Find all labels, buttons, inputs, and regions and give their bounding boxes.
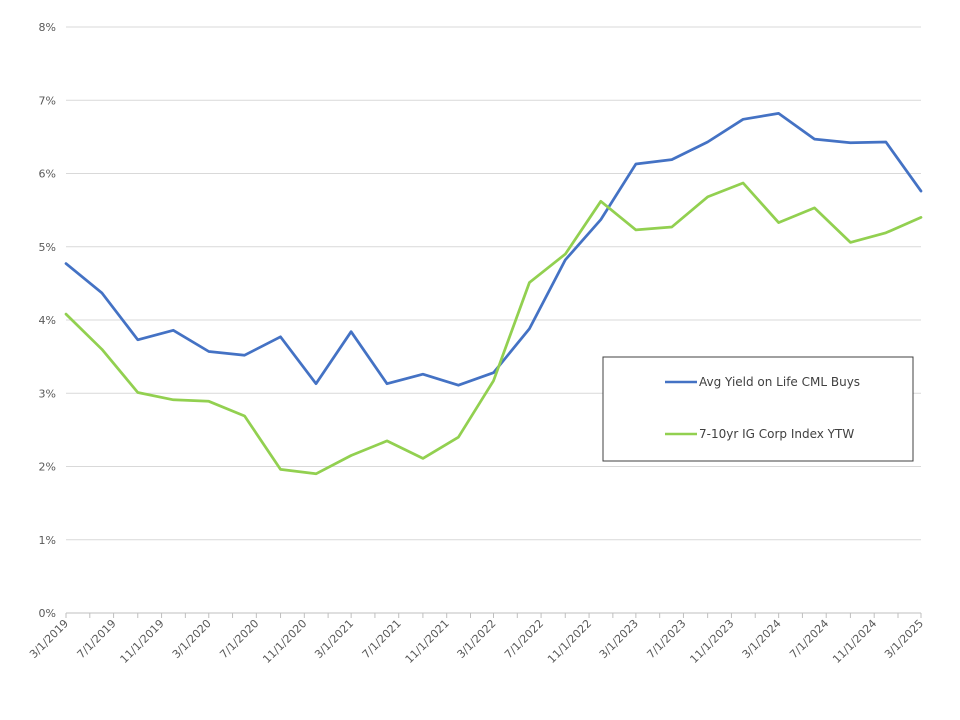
y-tick-label: 2% (39, 461, 56, 474)
y-axis: 0% 1% 2% 3% 4% 5% 6% 7% 8% (39, 21, 56, 620)
x-tick-label: 3/1/2025 (882, 617, 926, 661)
y-tick-label: 6% (39, 168, 56, 181)
series-lines (64, 112, 923, 476)
legend-box (602, 356, 914, 462)
series-line-cml-yield (64, 112, 923, 387)
y-tick-label: 8% (39, 21, 56, 34)
y-tick-label: 7% (39, 94, 56, 107)
y-tick-label: 0% (39, 607, 56, 620)
x-tick-label: 7/1/2023 (644, 617, 688, 661)
y-tick-label: 4% (39, 314, 56, 327)
x-tick-label: 11/1/2021 (403, 617, 452, 666)
y-tick-label: 1% (39, 534, 56, 547)
x-tick-label: 3/1/2024 (740, 617, 784, 661)
x-tick-label: 7/1/2019 (75, 617, 119, 661)
x-tick-label: 3/1/2021 (312, 617, 356, 661)
x-tick-label: 11/1/2020 (260, 617, 309, 666)
x-tick-label: 11/1/2022 (545, 617, 594, 666)
x-tick-label: 11/1/2023 (687, 617, 736, 666)
x-tick-label: 3/1/2023 (597, 617, 641, 661)
legend-label-cml-yield: Avg Yield on Life CML Buys (699, 375, 860, 389)
y-tick-label: 3% (39, 387, 56, 400)
x-tick-label: 3/1/2022 (454, 617, 498, 661)
x-tick-label: 3/1/2020 (170, 617, 214, 661)
legend-label-ig-corp-ytw: 7-10yr IG Corp Index YTW (699, 427, 854, 441)
gridlines (66, 26, 921, 614)
series-line-ig-corp-ytw (64, 181, 923, 476)
legend: Avg Yield on Life CML Buys 7-10yr IG Cor… (602, 356, 914, 462)
y-tick-label: 5% (39, 241, 56, 254)
x-tick-label: 7/1/2022 (502, 617, 546, 661)
x-tick-label: 7/1/2021 (360, 617, 404, 661)
x-tick-label: 3/1/2019 (27, 617, 71, 661)
x-tick-label: 11/1/2024 (830, 617, 879, 666)
x-tick-label: 11/1/2019 (118, 617, 167, 666)
x-tick-label: 7/1/2020 (217, 617, 261, 661)
x-tick-label: 7/1/2024 (787, 617, 831, 661)
